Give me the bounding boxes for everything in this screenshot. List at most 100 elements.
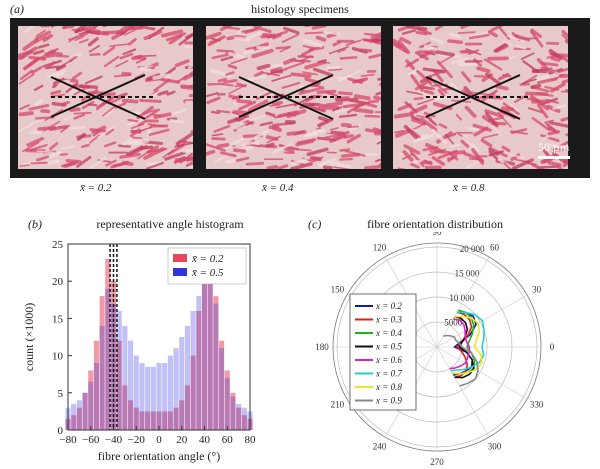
legend-label: x̄ = 0.5 [191, 267, 224, 279]
y-tick-label: 15 [52, 313, 64, 325]
specimen-caption-3: x̄ = 0.8 [453, 182, 485, 194]
legend-label: x = 0.5 [375, 342, 402, 352]
histogram-bar [145, 411, 151, 430]
fibre-direction-line [425, 74, 521, 118]
histogram-bar [82, 392, 88, 430]
angle-tick-label: 210 [331, 400, 345, 410]
histogram-bar [162, 411, 168, 430]
legend-label: x̄ = 0.2 [191, 253, 224, 265]
angle-tick-label: 120 [373, 242, 387, 252]
specimen-caption-2: x̄ = 0.4 [262, 182, 294, 194]
histogram-bar [145, 366, 151, 430]
histology-strip: 50 µm [10, 18, 590, 178]
histogram-bar [167, 355, 173, 430]
histogram-series-2 [65, 273, 253, 430]
angle-grid-line [436, 346, 490, 438]
histogram-bar [116, 340, 122, 430]
histogram-bar [88, 381, 94, 430]
fibre-direction-line [238, 76, 334, 120]
histogram-bar [219, 340, 225, 430]
histogram-bar [224, 377, 230, 430]
histogram-bar [76, 407, 82, 430]
histogram-bar [156, 411, 162, 430]
x-tick-label: 40 [199, 434, 211, 446]
y-tick-label: 5 [58, 388, 64, 400]
x-tick-label: −20 [128, 434, 146, 446]
histogram-bar [230, 396, 236, 430]
legend-swatch [173, 254, 187, 262]
histogram-bar [213, 296, 219, 430]
panel-c-title: fibre orientation distribution [367, 217, 503, 231]
histogram-legend: x̄ = 0.2 x̄ = 0.5 [167, 247, 247, 285]
histogram-bar [82, 392, 88, 430]
histogram-bar [122, 385, 128, 430]
polar-series-8 [443, 334, 479, 387]
panel-b-title: representative angle histogram [96, 217, 244, 231]
scale-bar-label: 50 µm [538, 140, 570, 154]
legend-label: x = 0.7 [375, 369, 402, 379]
histogram-bar [76, 400, 82, 430]
histogram-bar [201, 273, 208, 430]
polar-series-5 [449, 318, 471, 370]
histogram-bar [88, 370, 94, 430]
histogram-bar [184, 385, 190, 430]
fibre-texture [206, 26, 381, 169]
histogram-bar [71, 403, 77, 430]
y-axis-label: count (×1000) [22, 303, 36, 371]
histogram-bar [139, 411, 145, 430]
histogram-bar [184, 325, 190, 430]
panel-b-label: (b) [28, 217, 42, 231]
angle-tick-label: 60 [490, 242, 500, 252]
histogram-bar [219, 348, 225, 430]
histogram-bar [133, 355, 139, 430]
polar-series-7 [451, 315, 483, 375]
angle-tick-label: 0 [550, 342, 555, 352]
angle-tick-label: 300 [488, 442, 502, 452]
histogram-bar [236, 403, 242, 430]
specimen-caption-1: x̄ = 0.2 [80, 182, 112, 194]
radial-tick-label: 5000 [444, 318, 463, 328]
x-tick-label: −40 [105, 434, 123, 446]
histogram-bar [93, 340, 99, 430]
x-tick-label: −80 [59, 434, 77, 446]
legend-label: x = 0.9 [375, 396, 402, 406]
legend-label: x = 0.2 [375, 301, 402, 311]
histogram-bar [196, 310, 202, 430]
histogram-bar [133, 407, 139, 430]
histogram-bar [201, 281, 208, 430]
histogram-bar [179, 337, 185, 430]
y-tick-label: 0 [58, 425, 64, 437]
polar-series-6 [450, 311, 485, 372]
histogram-bar [122, 325, 128, 430]
histogram-bar [236, 407, 242, 430]
y-tick-label: 25 [52, 239, 64, 251]
polar-series-2 [454, 311, 473, 379]
histogram-bar [128, 400, 134, 430]
x-tick-label: −60 [82, 434, 100, 446]
fibre-direction-line [50, 76, 146, 120]
x-tick-label: 80 [245, 434, 257, 446]
histogram-bar [93, 363, 99, 430]
histogram-bar [230, 392, 236, 430]
histogram-bar [71, 415, 77, 430]
histogram-bar [150, 366, 156, 430]
histogram-bar [190, 310, 196, 430]
legend-label: x = 0.6 [375, 355, 402, 365]
x-tick-label: 60 [222, 434, 234, 446]
fibre-texture [18, 26, 193, 169]
angle-grid-line [436, 346, 528, 400]
histogram-bar [213, 303, 219, 430]
specimen-background [18, 26, 193, 169]
histogram-bar [207, 266, 213, 430]
histogram-bar [128, 340, 134, 430]
angle-tick-label: 150 [331, 285, 345, 295]
x-tick-label: 0 [156, 434, 162, 446]
histogram-bar [116, 310, 122, 430]
histogram-bar [105, 258, 111, 430]
panel-c-label: (c) [308, 217, 322, 231]
legend-label: x = 0.3 [375, 315, 402, 325]
scale-bar: 50 µm [538, 140, 570, 159]
histogram-bar [99, 296, 105, 430]
angle-grid-line [436, 256, 490, 348]
